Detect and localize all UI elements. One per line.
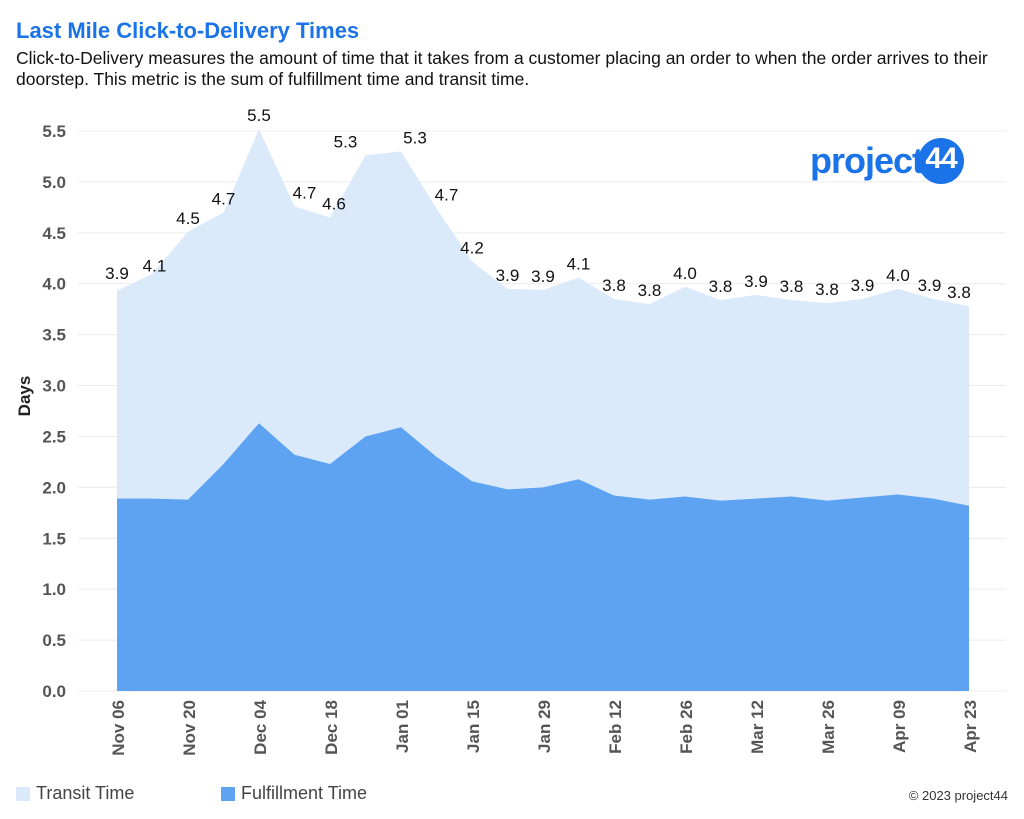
y-tick-label: 2.0: [42, 478, 66, 497]
data-label: 4.1: [567, 255, 591, 274]
x-tick-label: Jan 01: [393, 700, 412, 753]
data-label: 3.8: [709, 277, 733, 296]
y-tick-label: 3.0: [42, 377, 66, 396]
logo-number: 44: [925, 142, 957, 175]
y-tick-label: 0.0: [42, 682, 66, 701]
data-label: 4.6: [322, 195, 346, 214]
x-tick-label: Mar 12: [748, 700, 767, 754]
chart-subtitle: Click-to-Delivery measures the amount of…: [16, 48, 988, 89]
data-label: 4.7: [212, 189, 236, 208]
data-label: 3.9: [531, 267, 555, 286]
y-axis-label: Days: [15, 376, 34, 417]
y-tick-label: 3.5: [42, 326, 66, 345]
y-tick-label: 1.5: [42, 529, 66, 548]
data-label: 3.8: [780, 277, 804, 296]
data-label: 4.5: [176, 209, 200, 228]
x-tick-label: Jan 29: [535, 700, 554, 753]
data-label: 4.2: [460, 238, 484, 257]
x-tick-label: Feb 12: [606, 700, 625, 754]
data-labels: 3.9 4.1 4.5 4.7 5.5 4.7 4.6 5.3 5.3 4.7 4.2 3.9 3.9 4…: [105, 106, 971, 302]
data-label: 3.8: [638, 281, 662, 300]
y-tick-label: 5.0: [42, 173, 66, 192]
chart-title: Last Mile Click-to-Delivery Times: [16, 18, 360, 43]
data-label: 4.1: [143, 257, 167, 276]
logo-circle: [918, 138, 964, 184]
data-label: 5.3: [334, 132, 358, 151]
x-tick-label: Apr 23: [961, 700, 980, 753]
copyright-text: © 2023 project44: [908, 788, 1008, 803]
x-tick-label: Dec 18: [322, 700, 341, 755]
y-tick-label: 5.5: [42, 122, 66, 141]
area-series: [117, 128, 969, 692]
x-tick-label: Mar 26: [819, 700, 838, 754]
legend-swatch-fulfillment: [221, 787, 235, 801]
x-tick-label: Dec 04: [251, 699, 270, 754]
axes: 0.0 0.5 1.0 1.5 2.0 2.5 3.0 3.5 4.0 4.5 5.0 5.5 Days…: [15, 122, 980, 756]
data-label: 3.9: [744, 272, 768, 291]
data-label: 3.9: [496, 266, 520, 285]
data-label: 5.5: [247, 106, 271, 125]
y-tick-label: 0.5: [42, 631, 66, 650]
y-tick-label: 1.0: [42, 580, 66, 599]
data-label: 4.0: [673, 264, 697, 283]
data-label: 3.9: [851, 276, 875, 295]
logo-text: project: [810, 140, 924, 181]
y-tick-label: 2.5: [42, 427, 66, 446]
x-tick-label: Jan 15: [464, 700, 483, 753]
data-label: 3.8: [815, 280, 839, 299]
data-label: 3.9: [105, 264, 129, 283]
x-tick-label: Nov 20: [180, 700, 199, 756]
x-tick-label: Nov 06: [109, 700, 128, 756]
data-label: 3.8: [947, 283, 971, 302]
data-label: 4.0: [886, 266, 910, 285]
data-label: 3.8: [602, 276, 626, 295]
y-tick-label: 4.5: [42, 224, 66, 243]
data-label: 3.9: [918, 276, 942, 295]
x-tick-label: Apr 09: [890, 700, 909, 753]
data-label: 5.3: [403, 128, 427, 147]
y-tick-label: 4.0: [42, 275, 66, 294]
legend-label-transit: Transit Time: [36, 783, 135, 803]
x-tick-label: Feb 26: [677, 700, 696, 754]
legend-label-fulfillment: Fulfillment Time: [241, 783, 368, 803]
data-label: 4.7: [293, 183, 317, 202]
legend-swatch-transit: [16, 787, 30, 801]
fulfillment-time-area: [117, 423, 969, 691]
data-label: 4.7: [435, 185, 459, 204]
